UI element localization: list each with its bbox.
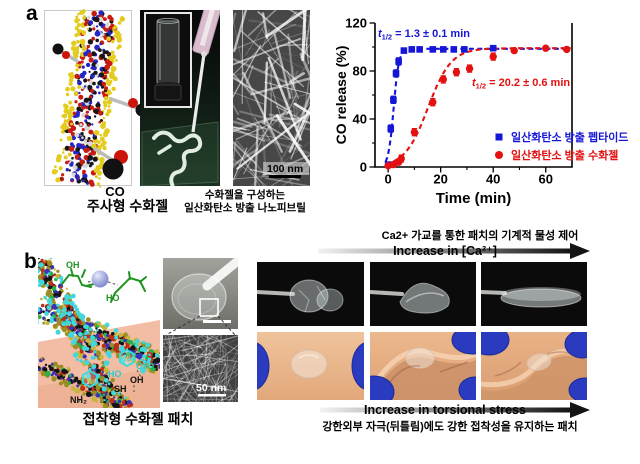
calcium-binding-molecules — [61, 268, 147, 303]
photo-hydrogel-injection — [140, 1, 222, 197]
sem-scale-text: 100 nm — [267, 163, 303, 175]
svg-text:일산화탄소 방출 수화젤: 일산화탄소 방출 수화젤 — [511, 148, 618, 162]
holding-rod — [202, 258, 238, 291]
co-molecule-label: CO — [105, 184, 125, 199]
co-nanofibril-illustration — [44, 9, 149, 188]
svg-text:CO release (%): CO release (%) — [335, 46, 349, 145]
sh-label-skin: SH — [114, 384, 127, 394]
ca-gradient-arrow — [318, 243, 590, 259]
ho-label-green: HO — [106, 293, 120, 303]
svg-text:일산화탄소 방출 펩타이드: 일산화탄소 방출 펩타이드 — [511, 130, 628, 144]
caption-nanofibrils: 수화젤을 구성하는 일산화탄소 방출 나노피브릴 — [178, 189, 312, 215]
svg-text:0: 0 — [385, 172, 392, 187]
zoom-connector-left — [165, 315, 201, 336]
caption-adhesive-patch: 접착형 수화젤 패치 — [82, 411, 194, 427]
sem-image-patch-50nm: 50 nm — [163, 335, 238, 402]
svg-text:60: 60 — [538, 172, 552, 187]
co-release-chart: 0 20 40 60 0 40 80 120 Time (min) CO release (%) 일… — [333, 0, 640, 225]
svg-text:0: 0 — [360, 160, 367, 175]
nanofibril-molecular-model — [51, 9, 149, 188]
torsion-arrow-label: Increase in torsional stress — [364, 403, 526, 417]
svg-text:Time (min): Time (min) — [436, 190, 512, 207]
patch-photo-sem-column: 50 nm — [163, 256, 238, 409]
torsion-gradient-arrow — [320, 402, 590, 418]
ho-label-catechol: HO — [108, 369, 122, 379]
oh-label-green: OH — [66, 260, 80, 270]
photo-skin-pinched — [353, 325, 493, 409]
photo-skin-flat — [234, 332, 387, 405]
scale-bar — [269, 175, 301, 178]
svg-text:80: 80 — [353, 64, 367, 79]
oh-label-catechol: OH — [136, 361, 150, 371]
photo-skin-twisted — [468, 324, 602, 405]
nh2-label-skin: NH₂ — [70, 395, 87, 405]
svg-text:120: 120 — [345, 16, 367, 31]
panel-a-label: a — [26, 2, 38, 25]
caption-injectable-hydrogel: 주사형 수화젤 — [86, 198, 169, 214]
calcium-ion-sphere — [91, 270, 109, 288]
zoom-region-square — [199, 298, 219, 317]
svg-text:t1/2 = 20.2 ± 0.6 min: t1/2 = 20.2 ± 0.6 min — [472, 77, 570, 91]
sem-scale-text-b: 50 nm — [196, 382, 226, 394]
syringe — [192, 1, 222, 56]
caption-nanofibrils-line2: 일산화탄소 방출 나노피브릴 — [184, 202, 306, 214]
oh-label-skin: OH — [130, 375, 144, 385]
caption-nanofibrils-line1: 수화젤을 구성하는 — [204, 189, 286, 201]
sem-image-nanofibrils-100nm: 100 nm — [195, 0, 346, 225]
ca-crosslink-title: Ca2+ 가교를 통한 패치의 기계적 물성 제어 — [381, 230, 579, 242]
ionic-bond-dashes — [77, 280, 142, 405]
panel-b-label: b — [24, 250, 37, 273]
zoom-connector-right — [217, 315, 236, 336]
svg-text:40: 40 — [353, 112, 367, 127]
scale-bar-b — [198, 394, 226, 397]
ca-arrow-label: Increase in [Ca²⁺] — [393, 244, 497, 258]
co-molecules — [52, 43, 149, 180]
photo-patch-stiff — [479, 262, 588, 331]
photo-patch-medium — [368, 262, 477, 331]
svg-text:20: 20 — [433, 172, 447, 187]
svg-text:t1/2 = 1.3 ± 0.1 min: t1/2 = 1.3 ± 0.1 min — [378, 28, 470, 42]
photo-transparent-patch — [163, 258, 238, 329]
photo-patch-soft — [255, 262, 364, 331]
adhesive-patch-illustration: OH HO OH HO OH SH NH₂ — [29, 252, 166, 416]
scale-label-backdrop — [263, 162, 309, 175]
svg-text:40: 40 — [486, 172, 500, 187]
torsion-caption: 강한외부 자극(뒤틀림)에도 강한 접착성을 유지하는 패치 — [322, 421, 578, 433]
photo-scale-bar — [203, 320, 231, 323]
catechol-rings — [82, 348, 135, 389]
